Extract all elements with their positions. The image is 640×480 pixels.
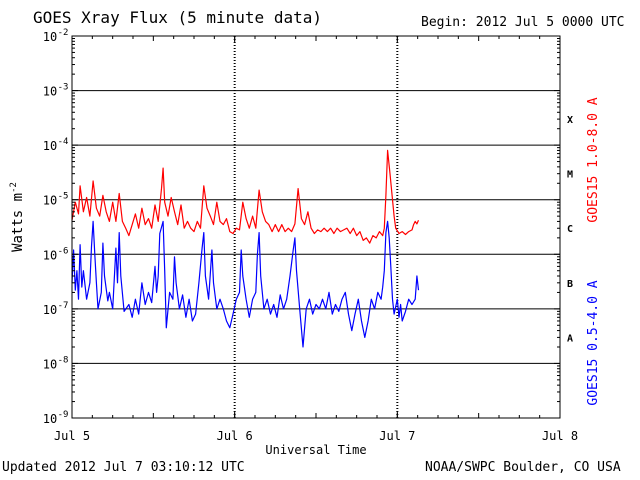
- y-tick-label-base: 10: [43, 248, 57, 262]
- y-tick-label: 10 -7: [43, 301, 69, 317]
- y-tick-label-exponent: -2: [58, 28, 69, 38]
- series-long-line: [71, 149, 420, 244]
- legend-long-label: GOES15 1.0-8.0 A: [586, 97, 601, 222]
- y-tick-label-exponent: -4: [58, 137, 69, 147]
- flare-class-label: B: [567, 279, 573, 290]
- y-tick-label-base: 10: [43, 412, 57, 426]
- day-marker-layer: [233, 36, 399, 418]
- y-tick-label-base: 10: [43, 85, 57, 99]
- y-tick-label-exponent: -8: [58, 355, 69, 365]
- x-tick-label: Jul 6: [217, 429, 253, 443]
- flare-class-label: A: [567, 333, 573, 344]
- flare-class-label: M: [567, 170, 573, 181]
- y-tick-label-base: 10: [43, 357, 57, 371]
- plot-frame: [71, 35, 561, 419]
- x-axis-label: Universal Time: [265, 443, 366, 457]
- grid-layer: [72, 90, 560, 364]
- y-tick-label-exponent: -9: [58, 410, 69, 420]
- y-tick-label: 10 -3: [43, 83, 69, 99]
- y-tick-label: 10 -8: [43, 355, 69, 371]
- y-tick-label-base: 10: [43, 303, 57, 317]
- legend-short-label: GOES15 0.5-4.0 A: [586, 280, 601, 405]
- x-tick-label: Jul 8: [542, 429, 578, 443]
- chart-title: GOES Xray Flux (5 minute data): [33, 8, 322, 27]
- y-tick-label: 10 -5: [43, 192, 69, 208]
- x-tick-label: Jul 5: [54, 429, 90, 443]
- updated-label: Updated 2012 Jul 7 03:10:12 UTC: [2, 460, 245, 475]
- y-tick-label-exponent: -5: [58, 192, 69, 202]
- y-axis-label-exponent: -2: [9, 182, 19, 193]
- flare-class-label: X: [567, 115, 573, 126]
- y-tick-label-exponent: -7: [58, 301, 69, 311]
- series-short-line: [71, 220, 420, 348]
- y-tick-label-base: 10: [43, 30, 57, 44]
- y-tick-label-base: 10: [43, 139, 57, 153]
- credit-label: NOAA/SWPC Boulder, CO USA: [425, 460, 621, 475]
- begin-label: Begin: 2012 Jul 5 0000 UTC: [421, 15, 625, 30]
- series-layer: [71, 149, 420, 348]
- flare-class-layer: X M C B A: [567, 115, 573, 344]
- y-axis-label-base: Watts m: [10, 193, 26, 252]
- y-tick-label: 10 -4: [43, 137, 69, 153]
- y-axis-label-text: Watts m-2: [9, 182, 26, 252]
- x-tick-label: Jul 7: [379, 429, 415, 443]
- y-tick-label-exponent: -3: [58, 83, 69, 93]
- y-tick-label: 10 -2: [43, 28, 69, 44]
- y-tick-label: 10 -6: [43, 246, 69, 262]
- legend-layer: GOES15 1.0-8.0 A GOES15 0.5-4.0 A: [586, 97, 601, 405]
- flare-class-label: C: [567, 224, 573, 235]
- y-tick-label: 10 -9: [43, 410, 69, 426]
- y-tick-label-base: 10: [43, 194, 57, 208]
- y-axis-label: Watts m-2: [9, 182, 26, 252]
- y-tick-label-exponent: -6: [58, 246, 69, 256]
